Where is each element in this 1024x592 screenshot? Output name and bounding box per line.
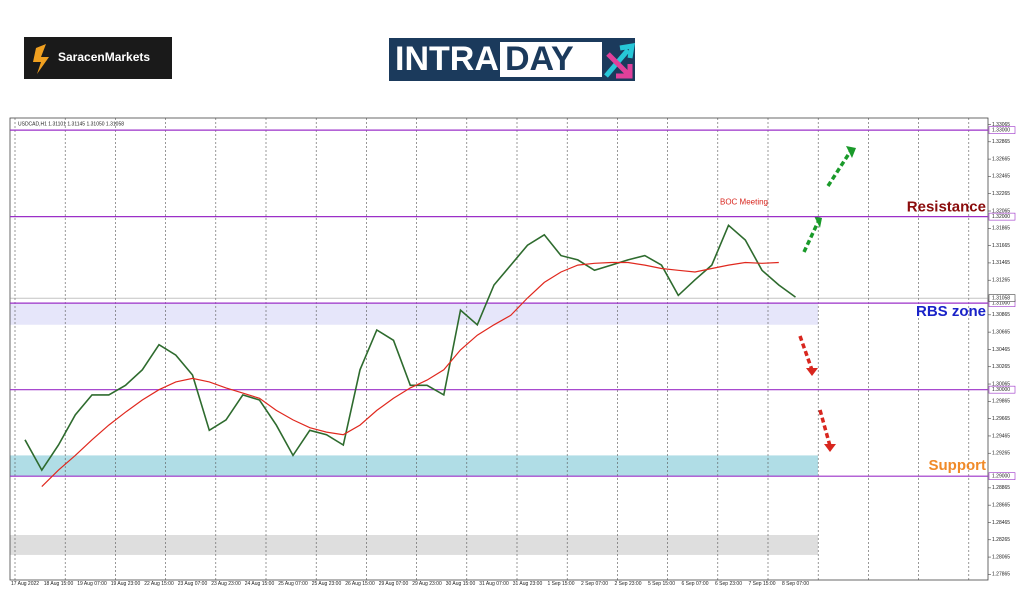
zone (10, 535, 818, 555)
y-tick-label: 1.28465 (992, 520, 1010, 526)
brand-logo: SaracenMarkets (24, 37, 172, 79)
level-tag (988, 126, 1016, 134)
x-tick-label: 30 Aug 15:00 (446, 581, 476, 587)
arrow-head (846, 146, 856, 158)
x-tick-label: 7 Sep 15:00 (749, 581, 776, 587)
arrow-head (814, 216, 822, 228)
brand-icon (33, 44, 49, 74)
y-tick-label: 1.31265 (992, 278, 1010, 284)
x-tick-label: 26 Aug 15:00 (345, 581, 375, 587)
zone (10, 303, 818, 325)
x-tick-label: 22 Aug 15:00 (144, 581, 174, 587)
x-tick-label: 1 Sep 15:00 (548, 581, 575, 587)
x-tick-label: 18 Aug 15:00 (44, 581, 74, 587)
banner-right: DAY (505, 40, 574, 78)
level-label: 1.31000 (992, 300, 1010, 306)
zone-label: RBS zone (916, 303, 986, 320)
arrow-heads (806, 146, 856, 452)
y-tick-label: 1.30265 (992, 364, 1010, 370)
x-tick-label: 6 Sep 23:00 (715, 581, 742, 587)
x-tick-label: 6 Sep 07:00 (682, 581, 709, 587)
y-tick-label: 1.30465 (992, 347, 1010, 353)
x-tick-label: 17 Aug 2022 (11, 581, 39, 587)
level-tag (988, 472, 1016, 480)
last-price-label: 1.31058 (992, 295, 1010, 301)
x-tick-label: 2 Sep 07:00 (581, 581, 608, 587)
x-tick-label: 23 Aug 07:00 (178, 581, 208, 587)
plot-frame (9, 117, 989, 581)
annotation: Resistance (907, 199, 986, 216)
zone (10, 455, 818, 477)
y-tick-label: 1.32265 (992, 191, 1010, 197)
y-tick-label: 1.33065 (992, 122, 1010, 128)
y-tick-label: 1.32865 (992, 139, 1010, 145)
x-tick-label: 31 Aug 07:00 (479, 581, 509, 587)
x-tick-label: 29 Aug 07:00 (379, 581, 409, 587)
arrow-up (802, 221, 820, 253)
brand-name: SaracenMarkets (58, 50, 150, 64)
x-tick-label: 29 Aug 23:00 (412, 581, 442, 587)
y-tick-label: 1.29865 (992, 399, 1010, 405)
x-tick-label: 2 Sep 23:00 (615, 581, 642, 587)
arrow-down (818, 409, 832, 447)
y-tick-label: 1.27865 (992, 572, 1010, 578)
y-tick-label: 1.28665 (992, 502, 1010, 508)
y-tick-label: 1.28065 (992, 554, 1010, 560)
arrow-up (826, 151, 852, 187)
arrow-head (824, 444, 836, 452)
y-tick-label: 1.28865 (992, 485, 1010, 491)
symbol-header: USDCAD,H1 1.31101 1.31145 1.31050 1.3105… (18, 121, 124, 127)
x-tick-label: 19 Aug 07:00 (77, 581, 107, 587)
banner-left: INTRA (395, 40, 499, 78)
level-label: 1.33000 (992, 127, 1010, 133)
level-label: 1.30000 (992, 387, 1010, 393)
y-tick-label: 1.31465 (992, 260, 1010, 266)
y-tick-label: 1.31865 (992, 226, 1010, 232)
last-price-tag (988, 294, 1016, 302)
zone-label: Support (929, 457, 987, 474)
annotation: BOC Meeting (720, 197, 768, 206)
price-line (24, 223, 796, 472)
y-tick-label: 1.29465 (992, 433, 1010, 439)
x-tick-label: 24 Aug 15:00 (245, 581, 275, 587)
banner-arrow-down (606, 52, 633, 79)
x-tick-label: 25 Aug 23:00 (312, 581, 342, 587)
arrow-down (798, 335, 814, 371)
x-tick-label: 23 Aug 23:00 (211, 581, 241, 587)
y-tick-label: 1.32065 (992, 208, 1010, 214)
y-tick-label: 1.30865 (992, 312, 1010, 318)
banner: INTRA DAY (389, 38, 636, 81)
y-tick-label: 1.28265 (992, 537, 1010, 543)
level-tag (988, 385, 1016, 394)
brand-box (24, 37, 172, 79)
level-label: 1.32000 (992, 214, 1010, 220)
y-tick-label: 1.30665 (992, 329, 1010, 335)
y-tick-label: 1.29265 (992, 451, 1010, 457)
banner-highlight (500, 42, 602, 77)
y-tick-label: 1.32465 (992, 174, 1010, 180)
level-label: 1.29000 (992, 474, 1010, 480)
y-tick-label: 1.29665 (992, 416, 1010, 422)
x-tick-label: 31 Aug 23:00 (513, 581, 543, 587)
level-tag (988, 212, 1016, 221)
x-tick-label: 8 Sep 07:00 (782, 581, 809, 587)
y-tick-label: 1.30065 (992, 381, 1010, 387)
price-line (41, 261, 779, 488)
x-tick-label: 25 Aug 07:00 (278, 581, 308, 587)
x-tick-label: 5 Sep 15:00 (648, 581, 675, 587)
x-tick-label: 19 Aug 23:00 (111, 581, 141, 587)
arrows (798, 151, 852, 447)
arrow-head (806, 368, 818, 376)
y-tick-label: 1.31665 (992, 243, 1010, 249)
y-tick-label: 1.32665 (992, 156, 1010, 162)
